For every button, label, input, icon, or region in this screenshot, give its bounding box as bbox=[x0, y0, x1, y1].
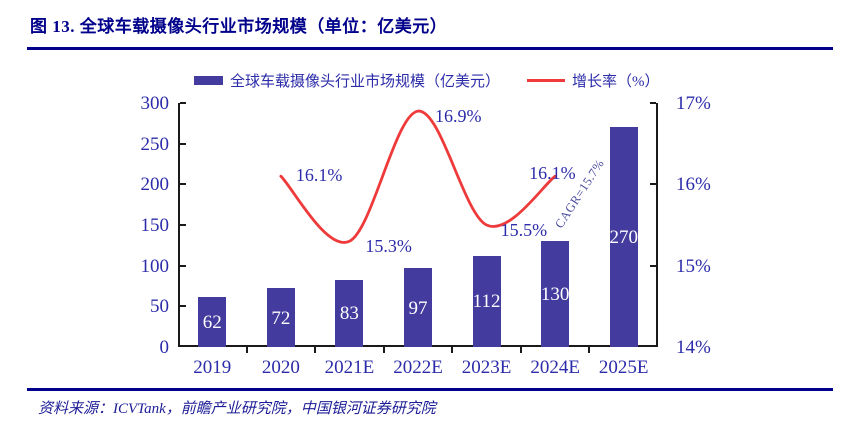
legend-item-growth-rate: 增长率（%） bbox=[527, 70, 660, 90]
left-axis-label: 50 bbox=[150, 296, 169, 318]
x-axis-label-2025e: 2025E bbox=[598, 357, 649, 378]
x-axis-label-2022e: 2022E bbox=[393, 357, 443, 378]
left-axis-label: 0 bbox=[159, 337, 170, 358]
bar-2020 bbox=[266, 288, 295, 347]
x-axis-label-2023e: 2023E bbox=[461, 357, 512, 378]
bar-value-2019: 62 bbox=[202, 311, 222, 333]
left-axis-tick bbox=[180, 142, 186, 145]
bar-value-2025e: 270 bbox=[609, 227, 638, 249]
bar-2022e bbox=[404, 268, 432, 347]
footer-divider bbox=[27, 388, 833, 391]
legend-label-market-size: 全球车载摄像头行业市场规模（亿美元） bbox=[230, 73, 501, 90]
right-axis-label: 15% bbox=[676, 255, 711, 277]
left-axis-label: 250 bbox=[140, 133, 170, 155]
figure-title: 图 13. 全球车载摄像头行业市场规模（单位：亿美元） bbox=[30, 17, 448, 36]
left-axis-label: 150 bbox=[140, 215, 170, 236]
x-axis-label-2020: 2020 bbox=[261, 357, 300, 378]
x-axis-label-2019: 2019 bbox=[193, 357, 232, 378]
growth-rate-label-2023e: 15.5% bbox=[500, 220, 548, 240]
bar-series-swatch bbox=[194, 75, 223, 85]
left-axis-tick bbox=[180, 183, 186, 186]
bar-value-2022e: 97 bbox=[408, 297, 428, 319]
bar-2019 bbox=[198, 296, 227, 347]
left-axis-tick bbox=[180, 102, 186, 104]
bar-2023e bbox=[472, 255, 501, 347]
x-axis-tick bbox=[245, 347, 248, 353]
growth-rate-label-2021e: 15.3% bbox=[365, 236, 412, 257]
right-axis-tick bbox=[650, 183, 656, 186]
x-axis-label-2021e: 2021E bbox=[324, 357, 375, 378]
x-axis-tick bbox=[382, 347, 385, 353]
bar-2024e bbox=[541, 241, 570, 347]
bar-value-2021e: 83 bbox=[339, 303, 359, 325]
right-axis-label: 14% bbox=[676, 337, 711, 358]
x-axis-tick bbox=[451, 347, 454, 353]
x-axis-tick bbox=[519, 347, 522, 353]
growth-rate-label-2024e: 16.1% bbox=[529, 163, 576, 184]
line-series-swatch bbox=[527, 78, 565, 82]
right-axis-tick bbox=[650, 102, 656, 104]
bar-value-2023e: 112 bbox=[472, 291, 501, 313]
legend-item-market-size: 全球车载摄像头行业市场规模（亿美元） bbox=[194, 70, 500, 90]
right-axis-label: 16% bbox=[676, 174, 711, 196]
bar-value-2020: 72 bbox=[271, 307, 291, 329]
plot-area: CAGR=15.7% 0 50 100 150 200 250 300 14% 15% 16% 17… bbox=[141, 94, 711, 377]
left-axis-label: 200 bbox=[140, 174, 170, 196]
left-axis-tick bbox=[180, 224, 186, 226]
left-axis-label: 100 bbox=[140, 255, 170, 277]
left-axis-label: 300 bbox=[140, 93, 170, 114]
growth-rate-label-2020: 16.1% bbox=[295, 165, 343, 186]
bar-2021e bbox=[335, 279, 364, 347]
legend-label-growth-rate: 增长率（%） bbox=[572, 73, 660, 90]
bar-2025e bbox=[609, 127, 638, 347]
title-divider bbox=[27, 47, 833, 50]
y-axis-left bbox=[178, 103, 180, 347]
left-axis-tick bbox=[180, 305, 186, 308]
bar-value-2024e: 130 bbox=[540, 284, 570, 306]
source-note: 资料来源：ICVTank，前瞻产业研究院，中国银河证券研究院 bbox=[38, 401, 436, 417]
y-axis-right bbox=[656, 103, 658, 347]
right-axis-label: 17% bbox=[676, 93, 711, 114]
growth-rate-label-2022e: 16.9% bbox=[435, 106, 482, 127]
x-axis-label-2024e: 2024E bbox=[530, 357, 580, 378]
left-axis-tick bbox=[180, 264, 186, 267]
x-axis-tick bbox=[588, 347, 591, 353]
right-axis-tick bbox=[650, 264, 656, 267]
x-axis-tick bbox=[314, 347, 317, 353]
